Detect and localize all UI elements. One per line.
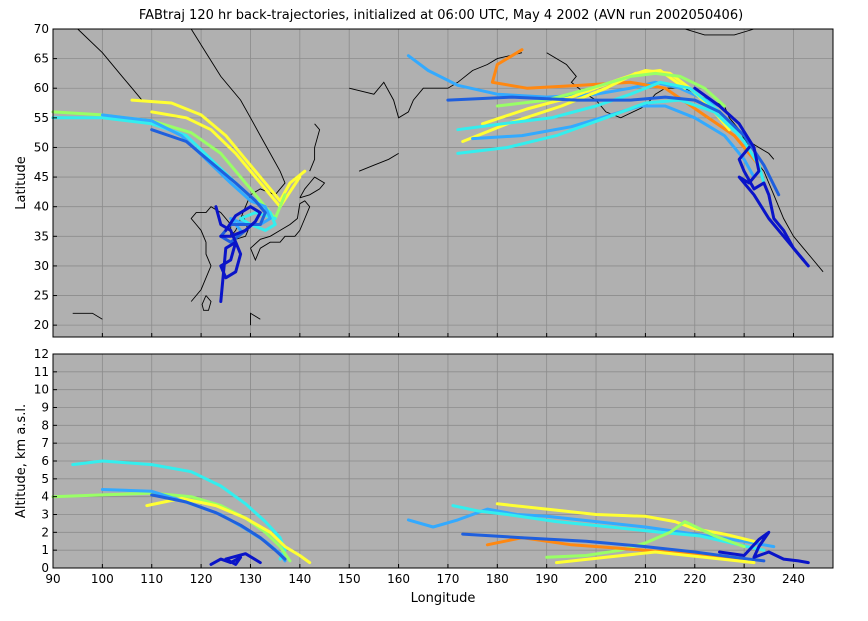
y-tick-label: 25	[34, 289, 49, 303]
coastline	[349, 52, 523, 119]
trajectory-line-10	[545, 520, 746, 559]
x-tick-label: 230	[733, 572, 756, 586]
coastline	[72, 312, 103, 320]
x-tick-label: 200	[585, 572, 608, 586]
x-tick-label: 160	[387, 572, 410, 586]
trajectory-line-5	[150, 493, 287, 561]
y-tick-label: 9	[41, 401, 49, 415]
altitude-trajectories	[51, 459, 810, 566]
coastline	[250, 200, 311, 262]
y-tick-label: 55	[34, 111, 49, 125]
y-tick-label: 1	[41, 543, 49, 557]
y-tick-label: 11	[34, 365, 49, 379]
coastline	[309, 123, 321, 172]
trajectory-line-7	[406, 507, 776, 549]
map-frame	[52, 28, 834, 338]
trajectory-line-6	[209, 552, 262, 566]
trajectory-line-2	[51, 491, 292, 563]
y-tick-label: 45	[34, 170, 49, 184]
trajectory-line-13	[718, 530, 810, 565]
trajectory-line-14	[555, 550, 756, 565]
map-trajectories	[51, 48, 810, 303]
x-tick-label: 240	[782, 572, 805, 586]
latitude-axis-label: Latitude	[14, 156, 29, 210]
latitude-ticks: 20 25 30 35 40 45 50 55 60 65 70	[34, 22, 57, 332]
chart-title: FABtraj 120 hr back-trajectories, initia…	[139, 8, 743, 23]
trajectory-line-9	[451, 504, 766, 552]
trajectory-line-12	[461, 532, 766, 563]
trajectory-line-7	[214, 205, 243, 303]
x-tick-label: 140	[288, 572, 311, 586]
trajectory-line-16	[456, 98, 741, 155]
map-plot-area	[53, 29, 833, 337]
y-tick-label: 40	[34, 200, 49, 214]
trajectory-line-8	[219, 205, 262, 238]
y-tick-label: 70	[34, 22, 49, 36]
altitude-gridlines	[53, 354, 833, 568]
coastline	[358, 153, 399, 172]
x-tick-label: 210	[634, 572, 657, 586]
y-tick-label: 30	[34, 259, 49, 273]
longitude-axis-label: Longitude	[411, 591, 476, 606]
y-tick-label: 8	[41, 418, 49, 432]
x-tick-label: 90	[45, 572, 60, 586]
y-tick-label: 0	[41, 561, 49, 575]
y-tick-label: 7	[41, 436, 49, 450]
trajectory-line-1	[130, 98, 307, 203]
y-tick-label: 60	[34, 81, 49, 95]
coastline	[201, 295, 212, 311]
trajectory-line-2	[150, 110, 302, 209]
coastline	[299, 176, 326, 199]
trajectory-line-18	[693, 86, 810, 268]
coastline	[250, 312, 261, 326]
x-tick-label: 180	[486, 572, 509, 586]
y-tick-label: 20	[34, 318, 49, 332]
map-panel: 20 25 30 35 40 45 50 55 60 65 70 Latitude	[14, 22, 834, 338]
y-tick-label: 12	[34, 347, 49, 361]
x-tick-label: 100	[91, 572, 114, 586]
x-tick-label: 170	[436, 572, 459, 586]
trajectory-line-3	[145, 496, 312, 565]
y-tick-label: 35	[34, 229, 49, 243]
x-tick-label: 120	[190, 572, 213, 586]
x-tick-label: 130	[239, 572, 262, 586]
y-tick-label: 5	[41, 472, 49, 486]
trajectory-line-9	[406, 54, 721, 108]
x-tick-label: 220	[683, 572, 706, 586]
altitude-axis-label: Altitude, km a.s.l.	[14, 404, 29, 518]
y-tick-label: 2	[41, 525, 49, 539]
longitude-ticks: 90 100 110 120 130 140 150 160 170 180 190 200 210 22…	[45, 333, 805, 586]
y-tick-label: 3	[41, 508, 49, 522]
trajectory-line-19	[737, 146, 805, 262]
x-tick-label: 190	[535, 572, 558, 586]
y-tick-label: 50	[34, 140, 49, 154]
trajectory-line-15	[471, 104, 756, 179]
trajectory-line-8	[495, 502, 756, 543]
y-tick-label: 4	[41, 490, 49, 504]
y-tick-label: 6	[41, 454, 49, 468]
coastline	[77, 28, 143, 101]
x-tick-label: 150	[338, 572, 361, 586]
y-tick-label: 10	[34, 383, 49, 397]
y-tick-label: 65	[34, 52, 49, 66]
x-tick-label: 110	[140, 572, 163, 586]
